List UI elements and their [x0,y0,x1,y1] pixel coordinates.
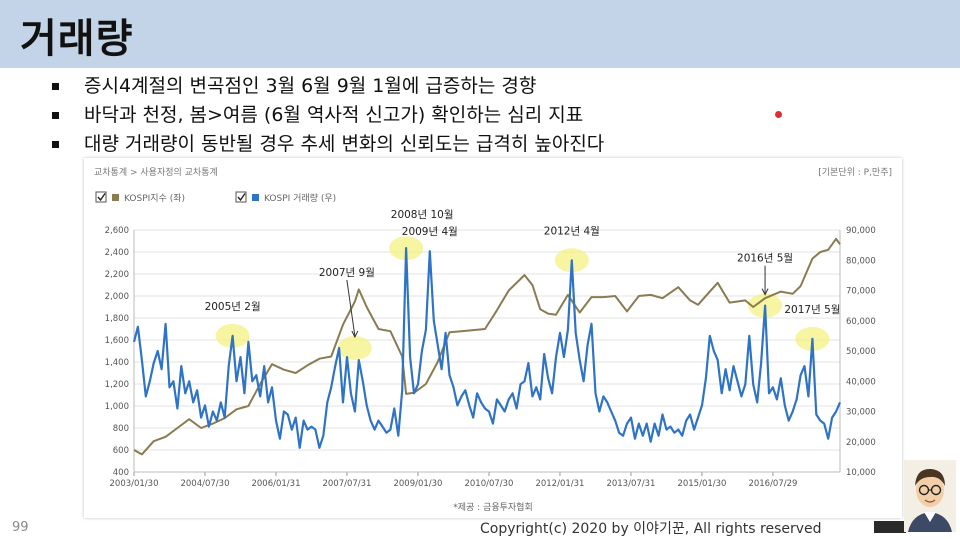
left-tick-label: 800 [113,424,129,434]
right-tick-label: 60,000 [846,317,876,327]
annotation-label: 2005년 2월 [205,301,261,313]
left-tick-label: 1,400 [105,358,129,368]
annotation-label: 2007년 9월 [319,267,375,279]
right-tick-label: 20,000 [846,438,876,448]
chart-panel: 교차통계 > 사용자정의 교차통계 [기본단위 : P,만주] KOSPI지수 (좌… [84,158,902,518]
annotation-label: 2009년 4월 [402,226,458,238]
left-tick-label: 2,400 [105,248,129,258]
bullet-list: 증시4계절의 변곡점인 3월 6월 9월 1월에 급증하는 경향 바닥과 천정,… [44,72,944,159]
copyright-text: Copyright(c) 2020 by 이야기꾼, All rights re… [480,521,822,537]
legend-checkbox [95,191,107,203]
annotation-label: 2012년 4월 [544,225,600,237]
right-tick-label: 80,000 [846,256,876,266]
x-tick-label: 2007/07/31 [322,479,371,489]
highlight-ellipse [337,335,372,360]
left-tick-label: 1,600 [105,336,129,346]
kospi-volume-line [132,246,842,449]
x-tick-label: 2016/07/29 [748,479,797,489]
slide-title: 거래량 [20,16,134,62]
legend-swatch [112,194,119,201]
x-tick-label: 2009/01/30 [393,479,442,489]
chart-breadcrumb: 교차통계 > 사용자정의 교차통계 [94,166,218,178]
bullet-item: 대량 거래량이 동반될 경우 추세 변화의 신뢰도는 급격히 높아진다 [44,130,944,159]
x-tick-label: 2012/01/31 [535,479,584,489]
left-tick-label: 400 [113,468,129,478]
bullet-text: 바닥과 천정, 봄>여름 (6월 역사적 신고가) 확인하는 심리 지표 [84,104,584,126]
right-tick-label: 40,000 [846,377,876,387]
x-tick-label: 2015/01/30 [677,479,726,489]
bullet-item: 증시4계절의 변곡점인 3월 6월 9월 1월에 급증하는 경향 [44,72,944,101]
annotation-label: 2017년 5월 [784,304,840,316]
legend-label: KOSPI지수 (좌) [124,193,185,204]
bullet-square-icon [52,83,59,90]
annotation-label: 2016년 5월 [737,253,793,265]
legend-label: KOSPI 거래량 (우) [264,192,336,204]
left-tick-label: 2,200 [105,270,129,280]
x-tick-label: 2013/07/31 [606,479,655,489]
bullet-square-icon [52,112,59,119]
title-bar: 거래량 [0,0,960,68]
right-tick-label: 50,000 [846,347,876,357]
right-tick-label: 10,000 [846,468,876,478]
page-number: 99 [12,520,29,535]
x-tick-label: 2003/01/30 [110,479,159,489]
legend-swatch [252,194,259,201]
chart-unit-note: [기본단위 : P,만주] [818,167,892,178]
bullet-text: 증시4계절의 변곡점인 3월 6월 9월 1월에 급증하는 경향 [84,75,537,97]
bullet-square-icon [52,141,59,148]
left-tick-label: 1,800 [105,314,129,324]
arrowhead-icon [761,288,769,296]
annotation-label: 2008년 10월 [391,209,454,221]
laser-pointer-icon [775,111,782,118]
annotation-arrow [346,279,356,337]
x-tick-label: 2004/07/30 [180,479,229,489]
left-tick-label: 1,000 [105,402,129,412]
bullet-item: 바닥과 천정, 봄>여름 (6월 역사적 신고가) 확인하는 심리 지표 [44,101,944,130]
right-tick-label: 70,000 [846,287,876,297]
right-tick-label: 30,000 [846,408,876,418]
bullet-text: 대량 거래량이 동반될 경우 추세 변화의 신뢰도는 급격히 높아진다 [84,133,605,155]
presenter-avatar [904,460,956,532]
left-tick-label: 2,600 [105,226,129,236]
x-tick-label: 2006/01/31 [251,479,300,489]
x-tick-label: 2010/07/30 [464,479,513,489]
right-tick-label: 90,000 [846,226,876,236]
chart-source: *제공 : 금융투자협회 [453,501,533,513]
legend-check-icon [97,193,106,202]
presenter-bar [874,521,906,533]
left-tick-label: 1,200 [105,380,129,390]
left-tick-label: 600 [113,446,129,456]
legend-checkbox [235,191,247,203]
left-tick-label: 2,000 [105,292,129,302]
legend-check-icon [237,193,246,202]
arrowhead-icon [351,330,359,339]
kospi-volume-chart: 교차통계 > 사용자정의 교차통계 [기본단위 : P,만주] KOSPI지수 (좌… [94,166,892,513]
